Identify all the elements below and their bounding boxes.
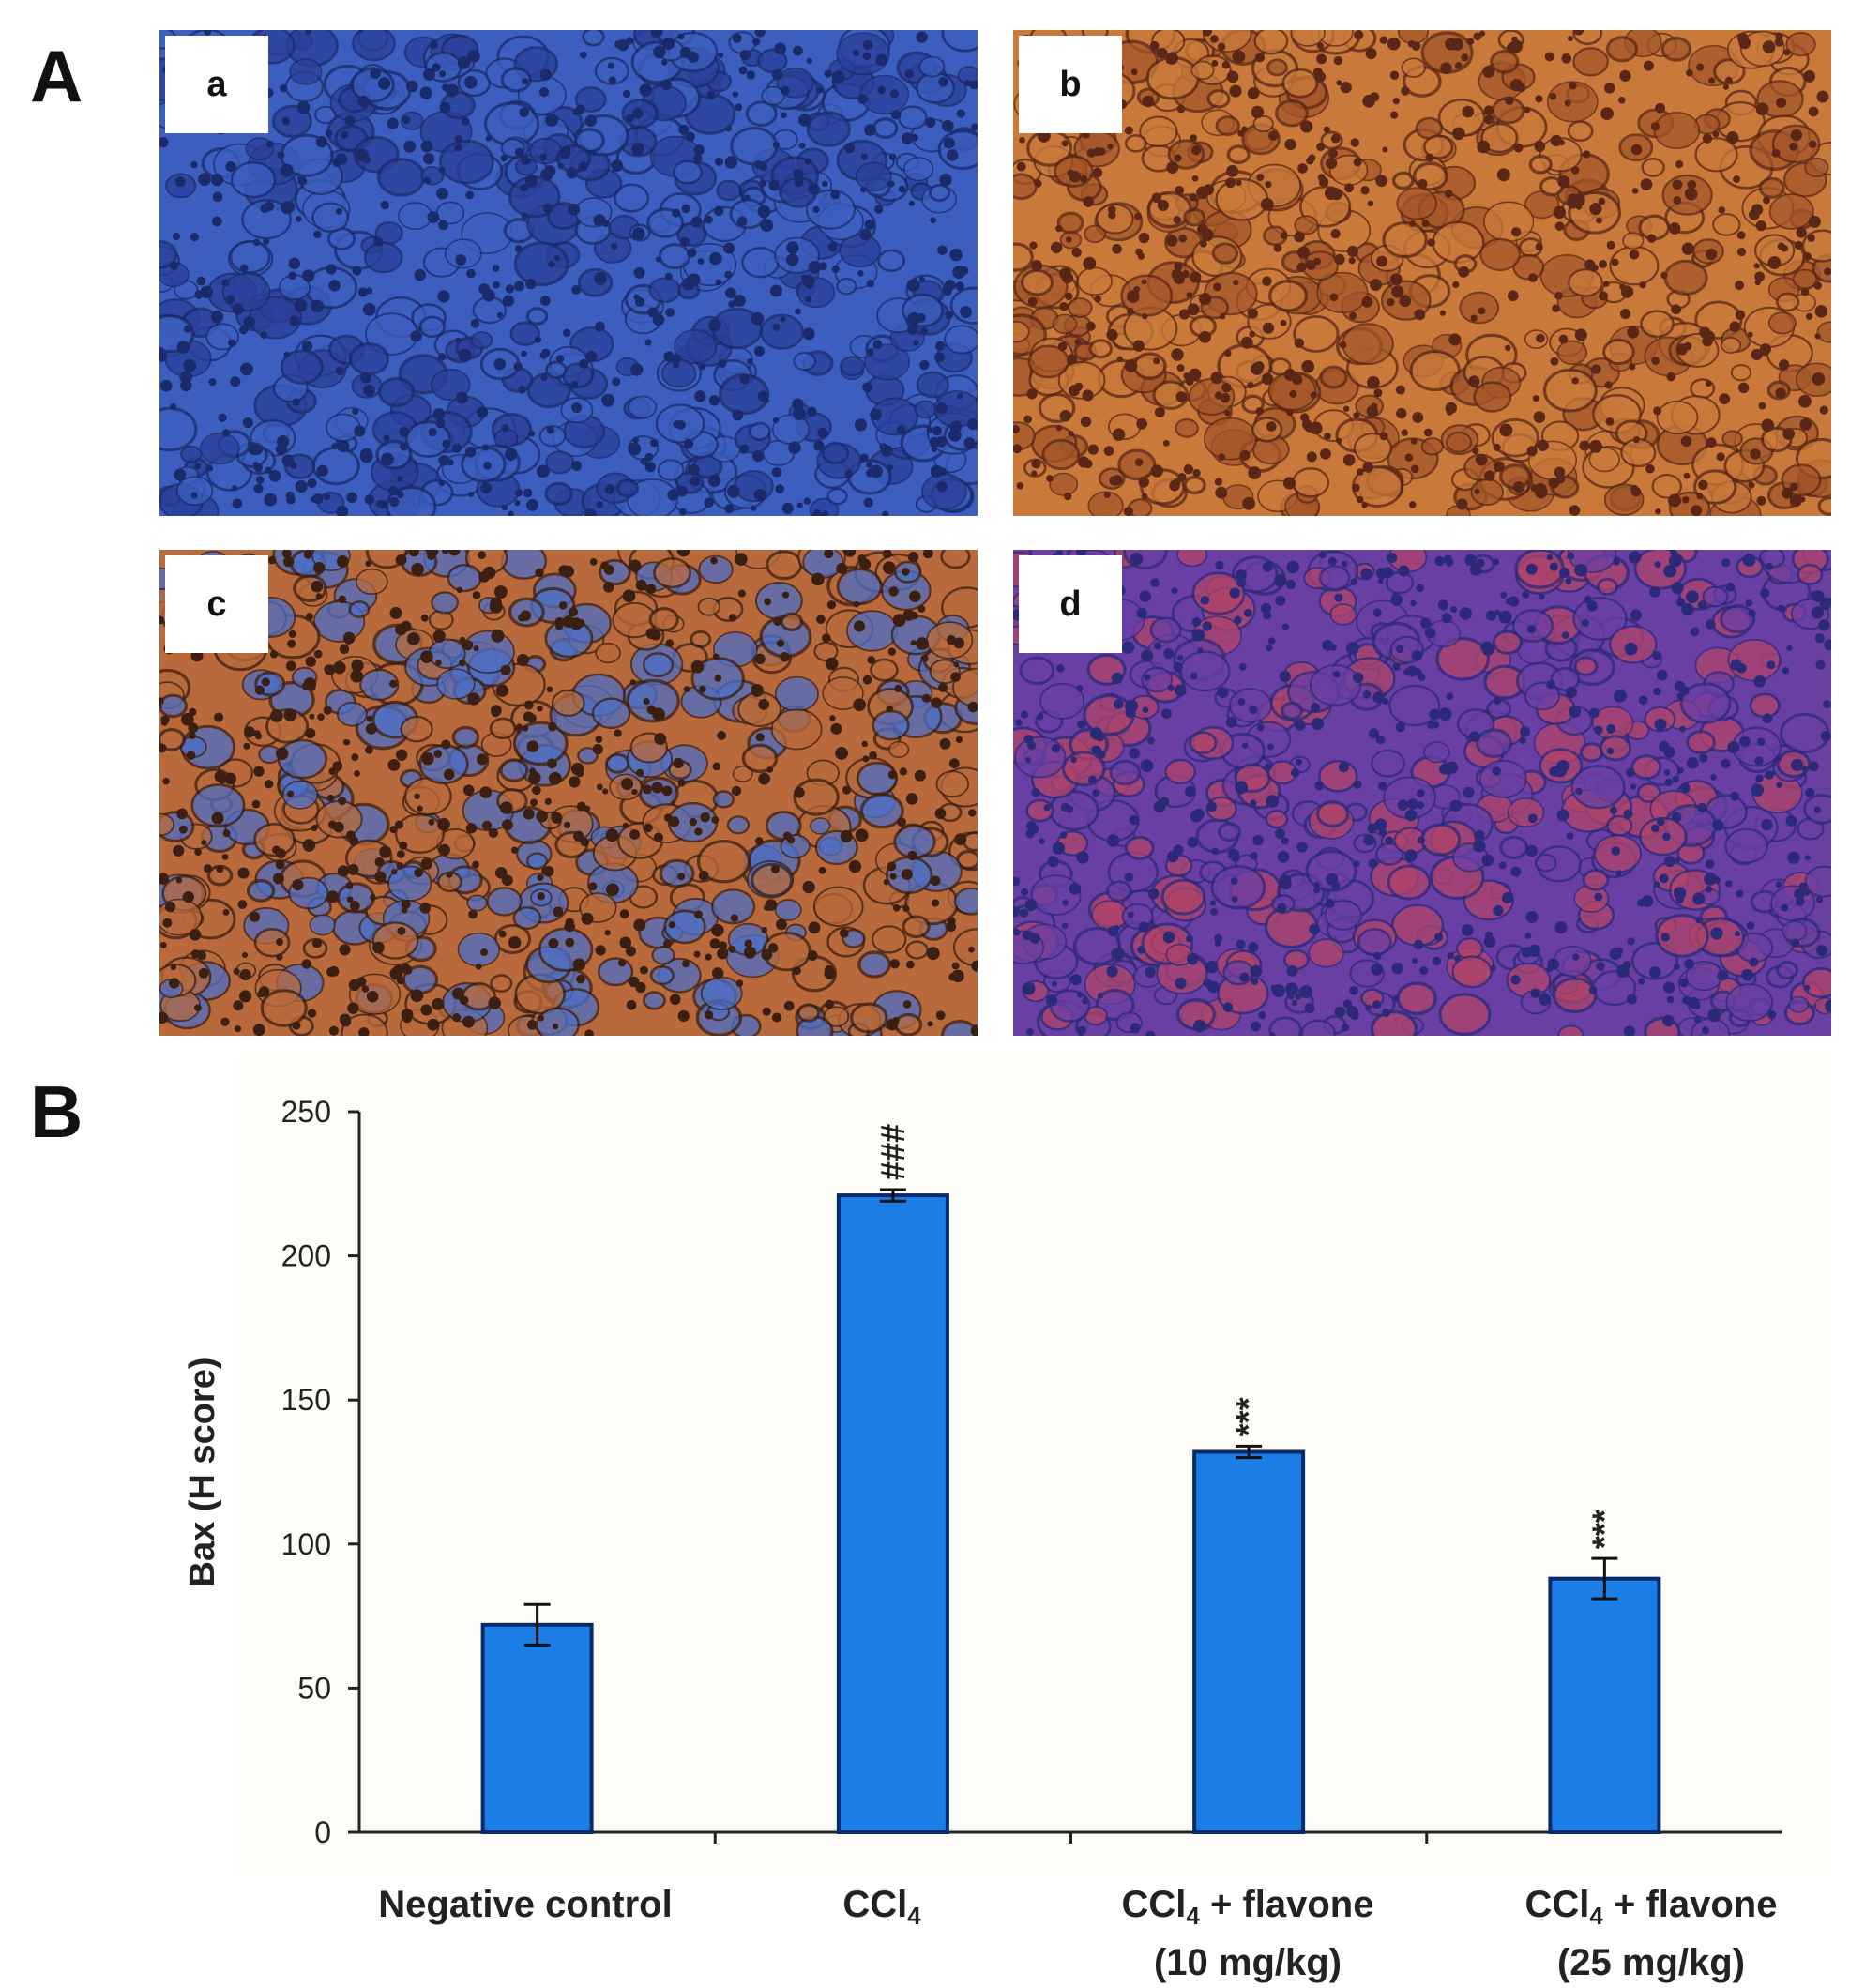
significance-marker-2: *** — [1229, 1397, 1267, 1436]
y-tick-label-1: 50 — [297, 1671, 331, 1705]
x-category-label-3: CCl4 + flavone (25 mg/kg) — [1524, 1884, 1778, 1983]
micrograph-d-texture — [1013, 550, 1831, 1036]
panel-a-label: A — [30, 35, 83, 117]
y-tick-label-2: 100 — [281, 1527, 331, 1561]
micrograph-b-texture — [1013, 30, 1831, 516]
bar-2 — [1192, 1449, 1306, 1834]
error-bar-0 — [523, 1602, 551, 1647]
panel-b-label: B — [30, 1070, 83, 1153]
micrograph-a-label: a — [165, 36, 268, 133]
micrograph-d: d — [1013, 550, 1831, 1036]
micrograph-d-label: d — [1019, 555, 1122, 653]
significance-marker-3: *** — [1584, 1510, 1623, 1549]
micrograph-b: b — [1013, 30, 1831, 516]
y-axis-label: Bax (H score) — [183, 1358, 222, 1587]
micrograph-c: c — [159, 550, 978, 1036]
bar-0 — [480, 1622, 594, 1835]
y-tick-label-4: 200 — [281, 1239, 331, 1273]
bar-1 — [836, 1193, 949, 1834]
micrograph-a: a — [159, 30, 978, 516]
micrograph-a-texture — [159, 30, 978, 516]
bar-3 — [1548, 1576, 1661, 1834]
y-tick-label-0: 0 — [314, 1815, 331, 1849]
x-category-label-0: Negative control — [378, 1884, 673, 1925]
significance-marker-1: ### — [873, 1124, 912, 1180]
error-bar-2 — [1236, 1444, 1263, 1460]
error-bar-1 — [879, 1188, 906, 1203]
x-category-label-1: CCl4 — [842, 1884, 921, 1930]
x-category-label-2: CCl4 + flavone (10 mg/kg) — [1121, 1884, 1374, 1983]
micrograph-b-label: b — [1019, 36, 1122, 133]
error-bar-3 — [1591, 1556, 1618, 1601]
micrograph-c-label: c — [165, 555, 268, 653]
y-tick-label-3: 150 — [281, 1383, 331, 1417]
micrograph-c-texture — [159, 550, 978, 1036]
y-tick-label-5: 250 — [281, 1095, 331, 1129]
